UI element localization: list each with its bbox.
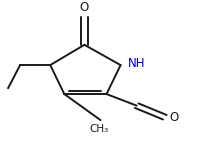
Text: O: O	[79, 1, 89, 14]
Text: CH₃: CH₃	[89, 124, 109, 134]
Text: NH: NH	[127, 57, 144, 70]
Text: O: O	[169, 111, 178, 124]
